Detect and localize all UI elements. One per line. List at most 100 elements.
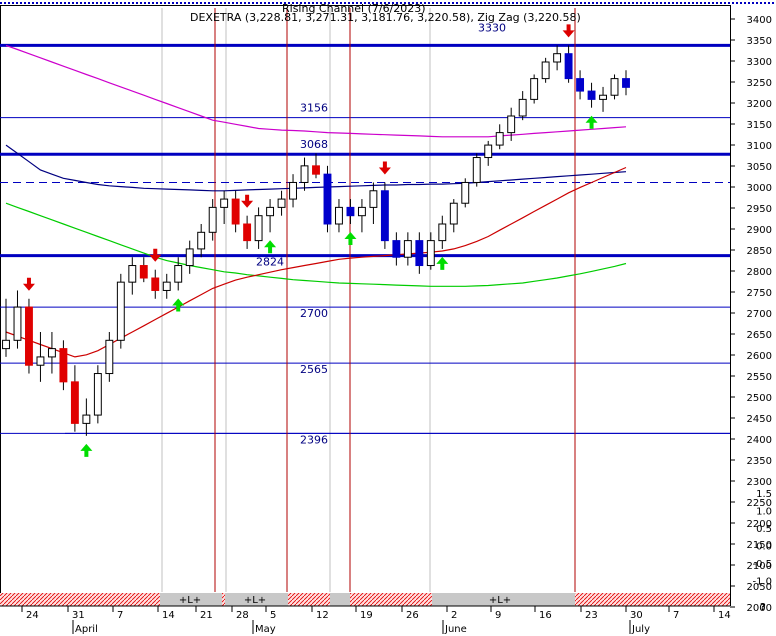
x-tick-label: 14 [162,610,175,621]
candle-body [346,206,355,217]
x-tick-label: 14 [718,610,731,621]
x-tick-label: 28 [236,610,249,621]
moving-average-line [5,202,627,287]
moving-average-line [5,144,627,192]
down-arrow-icon [562,24,575,38]
y-tick-label: 2650 [747,330,772,341]
y-tick-label: 0.5 [756,524,772,535]
candle-body [36,356,45,366]
candle-body [576,78,585,92]
candle-body [220,198,229,208]
y-tick-label: 2000 [747,603,772,614]
up-arrow-icon [344,232,357,245]
candle-body [587,90,596,100]
vertical-event-lines [214,8,576,592]
candle-body [335,206,343,225]
x-month-label: May [255,624,276,635]
candle-body [185,248,194,267]
candle-body [93,373,102,416]
band-gray-block [330,593,350,606]
band-label: +L+ [244,595,266,606]
y-tick-label: 2550 [747,372,772,383]
y-tick-label: 2750 [747,288,772,299]
y-tick-label: 3250 [747,78,772,89]
candle-body [518,98,527,117]
band-gray-block [225,593,288,606]
candle-body [116,281,125,341]
y-tick-label: 2250 [747,498,772,509]
candle-body [105,339,114,375]
down-arrow-icon [241,194,254,208]
y-tick-label: 2100 [747,561,772,572]
candle-body [25,306,33,366]
candle-body [289,181,297,200]
level-label: 2396 [300,433,328,446]
y-tick-label: 2150 [747,540,772,551]
x-tick-label: 19 [360,610,373,621]
candle-body [151,277,160,291]
candle-body [530,78,539,100]
candle-body [162,281,171,291]
candle-body [415,240,424,267]
candle-body [70,381,79,424]
x-tick-label: 21 [200,610,213,621]
y-axis: 3400 3350 3300 3250 3200 3150 3100 3050 3000 2950… [730,15,772,614]
x-tick-label: 26 [406,610,419,621]
band-gray-block [160,593,222,606]
y-tick-label: 2400 [747,435,772,446]
band-label: +L+ [179,595,201,606]
candle-body [13,306,22,341]
candle-body [449,202,458,225]
y-tick-label: 1.5 [756,489,772,500]
down-arrow-icon [149,248,162,262]
candle-body [174,265,183,283]
candle-body [553,53,562,63]
x-tick-label: 9 [495,610,501,621]
candle-body [82,414,91,424]
x-month-label: July [631,624,650,635]
y-tick-label: 2200 [747,519,772,530]
band-gray-block [432,593,575,606]
x-month-label: June [444,624,467,635]
y-tick-label: 2500 [747,393,772,404]
x-tick-label: 24 [26,610,39,621]
candle-body [472,157,481,183]
y-tick-label: 2300 [747,477,772,488]
y-tick-label: 2850 [747,246,772,257]
y-tick-label: -1.0 [752,577,772,588]
candle-body [369,190,378,208]
candle-body [541,61,550,80]
y-tick-label: 3350 [747,36,772,47]
candle-body [622,78,630,88]
x-tick-label: 30 [630,610,643,621]
candle-body [254,215,263,242]
up-arrow-icon [585,115,598,129]
candle-body [197,231,206,250]
help-icon: ? [760,602,766,613]
y-tick-label: 2800 [747,267,772,278]
y-tick-label: 2900 [747,225,772,236]
y-tick-label: 2600 [747,351,772,362]
down-arrow-icon [22,277,35,291]
candle-body [610,78,619,96]
candle-body [564,53,573,80]
x-tick-label: 16 [539,610,552,621]
moving-average-line [5,166,627,358]
candle-body [357,206,366,217]
x-tick-label: 23 [585,610,598,621]
x-tick-label: 31 [72,610,85,621]
candle-body [231,198,240,225]
candle-body [495,132,504,146]
y-tick-label: 2700 [747,309,772,320]
y-tick-label: 3100 [747,141,772,152]
chart-overlay-title: Rising Channel (7/6/2023) [282,2,426,15]
candle-body [323,173,332,225]
y-tick-label: -0.5 [752,559,772,570]
candle-body [507,115,516,134]
candle-body [2,339,10,350]
up-arrow-icon [80,443,93,457]
candle-body [403,240,412,258]
band-label: +L+ [489,595,511,606]
up-arrow-icon [436,256,449,270]
